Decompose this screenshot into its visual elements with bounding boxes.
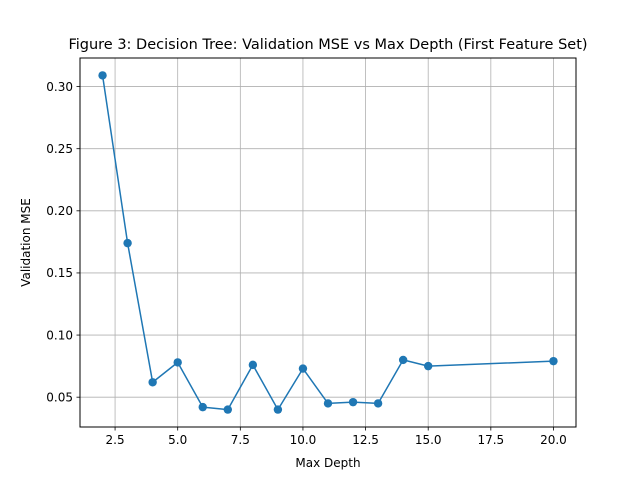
axes-frame xyxy=(79,57,577,428)
data-point xyxy=(148,378,157,387)
data-point xyxy=(424,361,433,371)
data-point xyxy=(98,71,107,80)
y-tick-label: 0.05 xyxy=(46,390,73,404)
data-point xyxy=(223,405,232,414)
x-axis: 2.5 5.0 7.5 10.0 12.5 15.0 17.5 20.0 xyxy=(106,427,567,447)
x-tick-label: 15.0 xyxy=(415,433,442,447)
y-tick-label: 0.30 xyxy=(46,80,73,94)
y-tick-label: 0.10 xyxy=(46,328,73,342)
y-tick-label: 0.20 xyxy=(46,204,73,218)
data-point xyxy=(173,358,182,367)
x-tick-label: 17.5 xyxy=(477,433,504,447)
y-axis-label: Validation MSE xyxy=(19,198,33,287)
y-axis: 0.05 0.10 0.15 0.20 0.25 0.30 xyxy=(46,80,80,404)
data-point xyxy=(298,364,308,373)
data-point xyxy=(348,397,358,407)
series-line xyxy=(101,75,554,411)
x-axis-label: Max Depth xyxy=(295,456,360,470)
y-tick-label: 0.25 xyxy=(46,142,73,156)
data-point xyxy=(198,402,207,412)
x-tick-label: 5.0 xyxy=(168,433,187,447)
data-point xyxy=(549,356,558,366)
x-tick-label: 10.0 xyxy=(290,433,317,447)
x-tick-label: 12.5 xyxy=(352,433,379,447)
grid xyxy=(80,58,576,427)
data-point xyxy=(398,355,408,365)
data-series xyxy=(98,71,558,414)
data-point xyxy=(273,405,283,414)
data-point xyxy=(248,360,258,370)
chart-title: Figure 3: Decision Tree: Validation MSE … xyxy=(68,37,587,53)
data-point xyxy=(123,238,132,248)
x-tick-label: 20.0 xyxy=(540,433,567,447)
y-tick-label: 0.15 xyxy=(46,266,73,280)
data-point xyxy=(323,399,333,408)
x-tick-label: 7.5 xyxy=(231,433,250,447)
data-point xyxy=(373,399,383,408)
x-tick-label: 2.5 xyxy=(106,433,125,447)
